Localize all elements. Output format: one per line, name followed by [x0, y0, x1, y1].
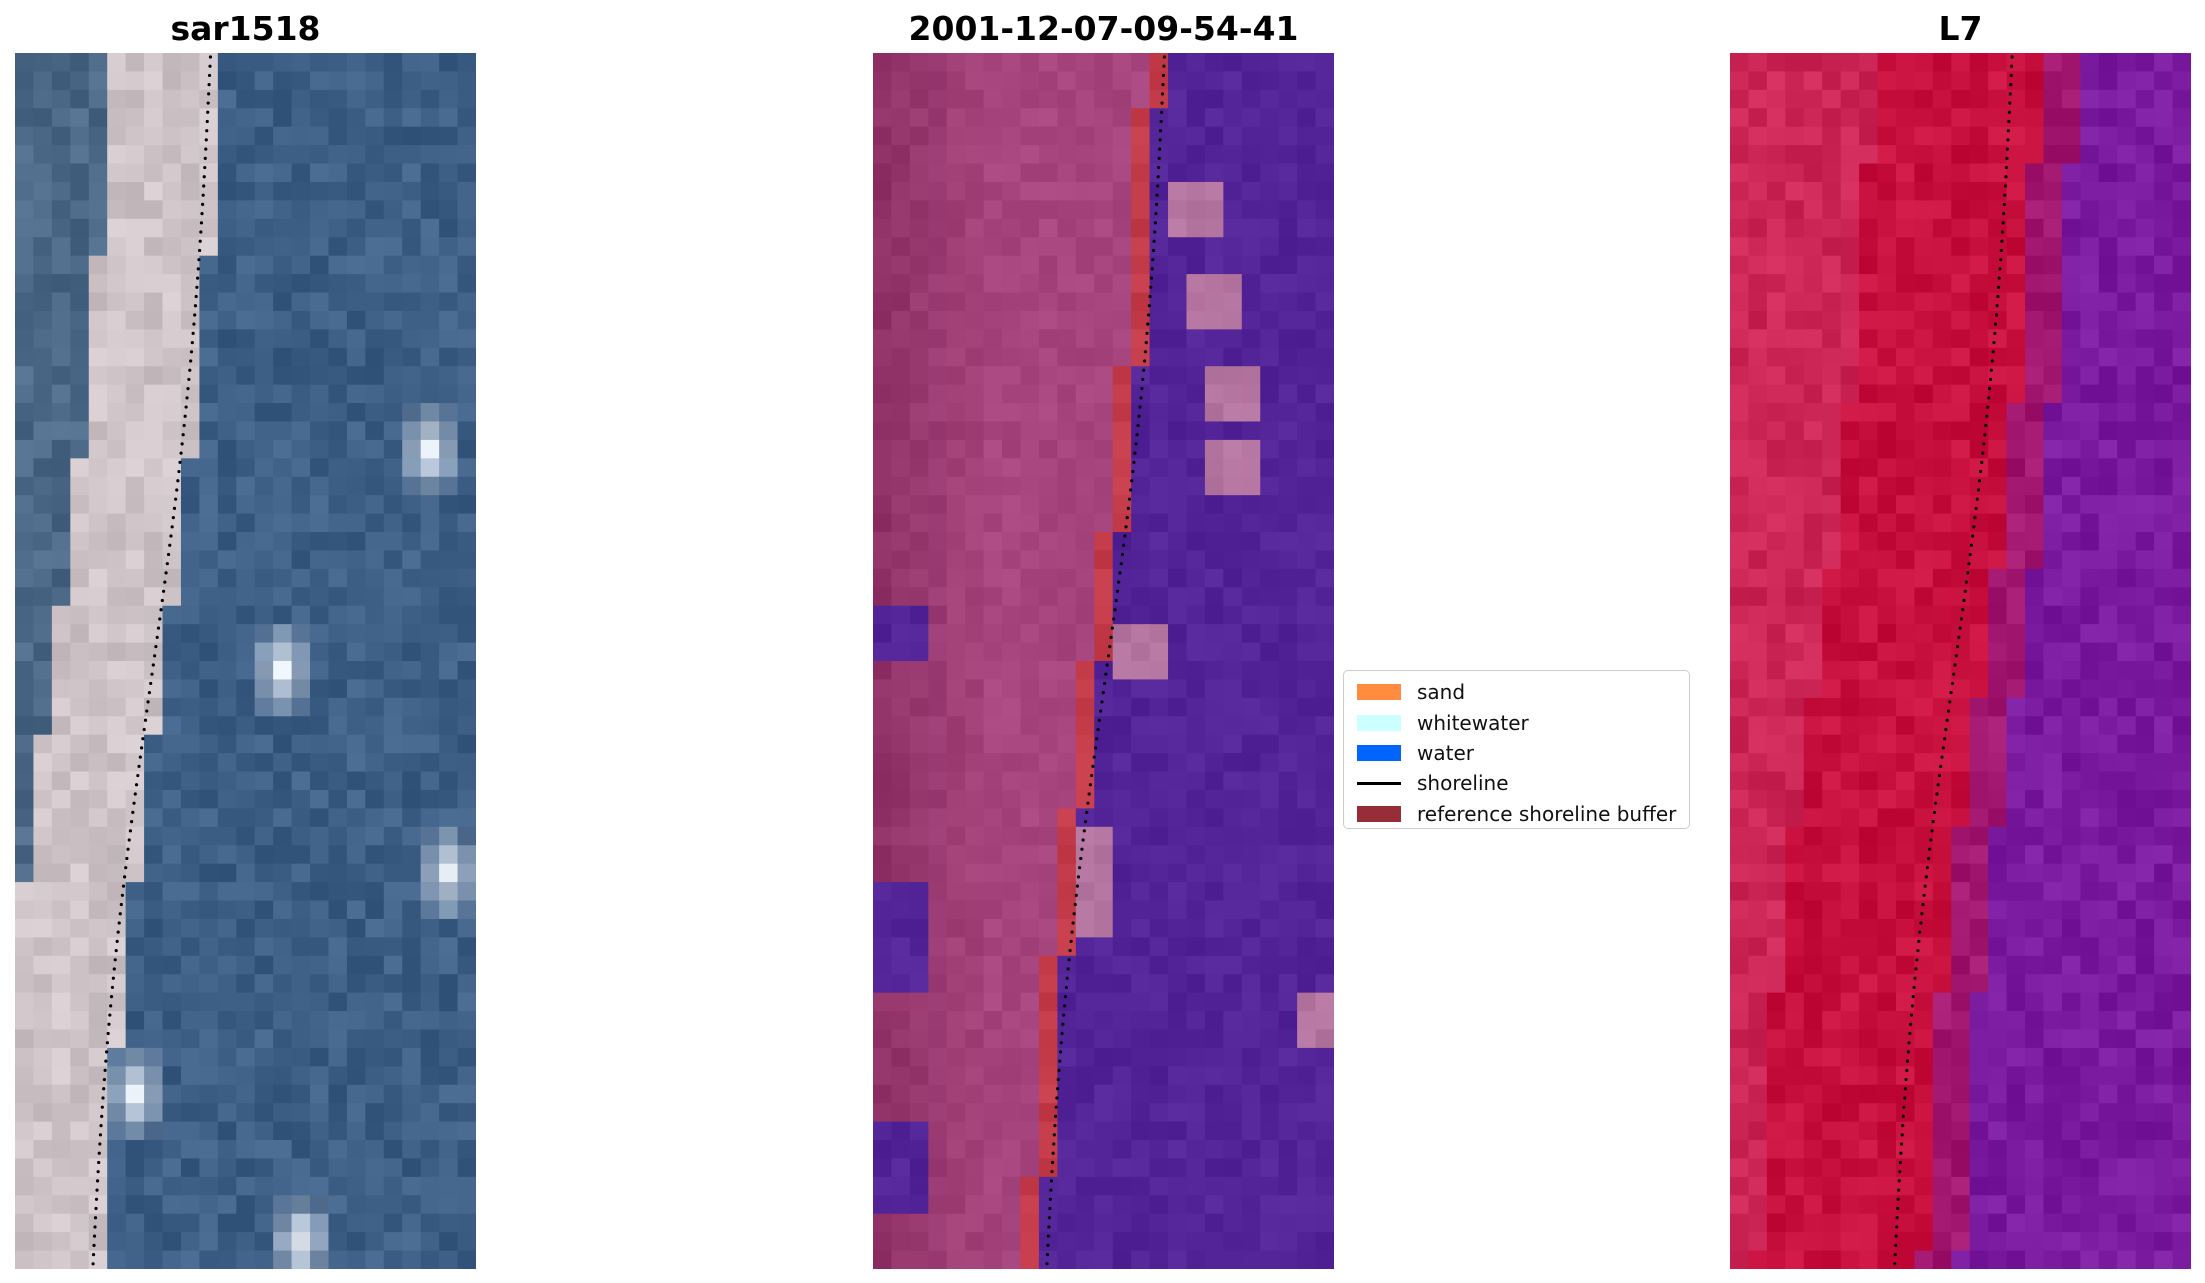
- legend-swatch: [1357, 684, 1401, 701]
- legend: sand whitewater water shoreline reference sh…: [1343, 670, 1690, 829]
- legend-swatch: [1357, 805, 1401, 822]
- satellite-image-panel: [1730, 53, 2191, 1269]
- legend-item-whitewater: whitewater: [1352, 707, 1681, 737]
- legend-label: water: [1417, 740, 1474, 765]
- legend-swatch: [1357, 744, 1401, 761]
- panel-title-satellite: L7: [1938, 9, 1983, 48]
- legend-item-reference-shoreline-buffer: reference shoreline buffer: [1352, 799, 1681, 829]
- legend-swatch: [1357, 781, 1401, 785]
- legend-item-shoreline: shoreline: [1352, 768, 1681, 798]
- legend-item-sand: sand: [1352, 677, 1681, 707]
- satellite-image: [1730, 53, 2191, 1269]
- rgb-image-panel: [15, 53, 476, 1269]
- rgb-image: [15, 53, 476, 1269]
- panel-title-classification: 2001-12-07-09-54-41: [908, 9, 1299, 48]
- legend-label: reference shoreline buffer: [1417, 801, 1677, 826]
- legend-item-water: water: [1352, 738, 1681, 768]
- classification-image: [873, 53, 1334, 1269]
- panel-title-rgb: sar1518: [170, 9, 321, 48]
- legend-label: shoreline: [1417, 771, 1509, 796]
- legend-swatch: [1357, 714, 1401, 731]
- legend-label: sand: [1417, 680, 1466, 705]
- legend-label: whitewater: [1417, 710, 1529, 735]
- classification-image-panel: [873, 53, 1334, 1269]
